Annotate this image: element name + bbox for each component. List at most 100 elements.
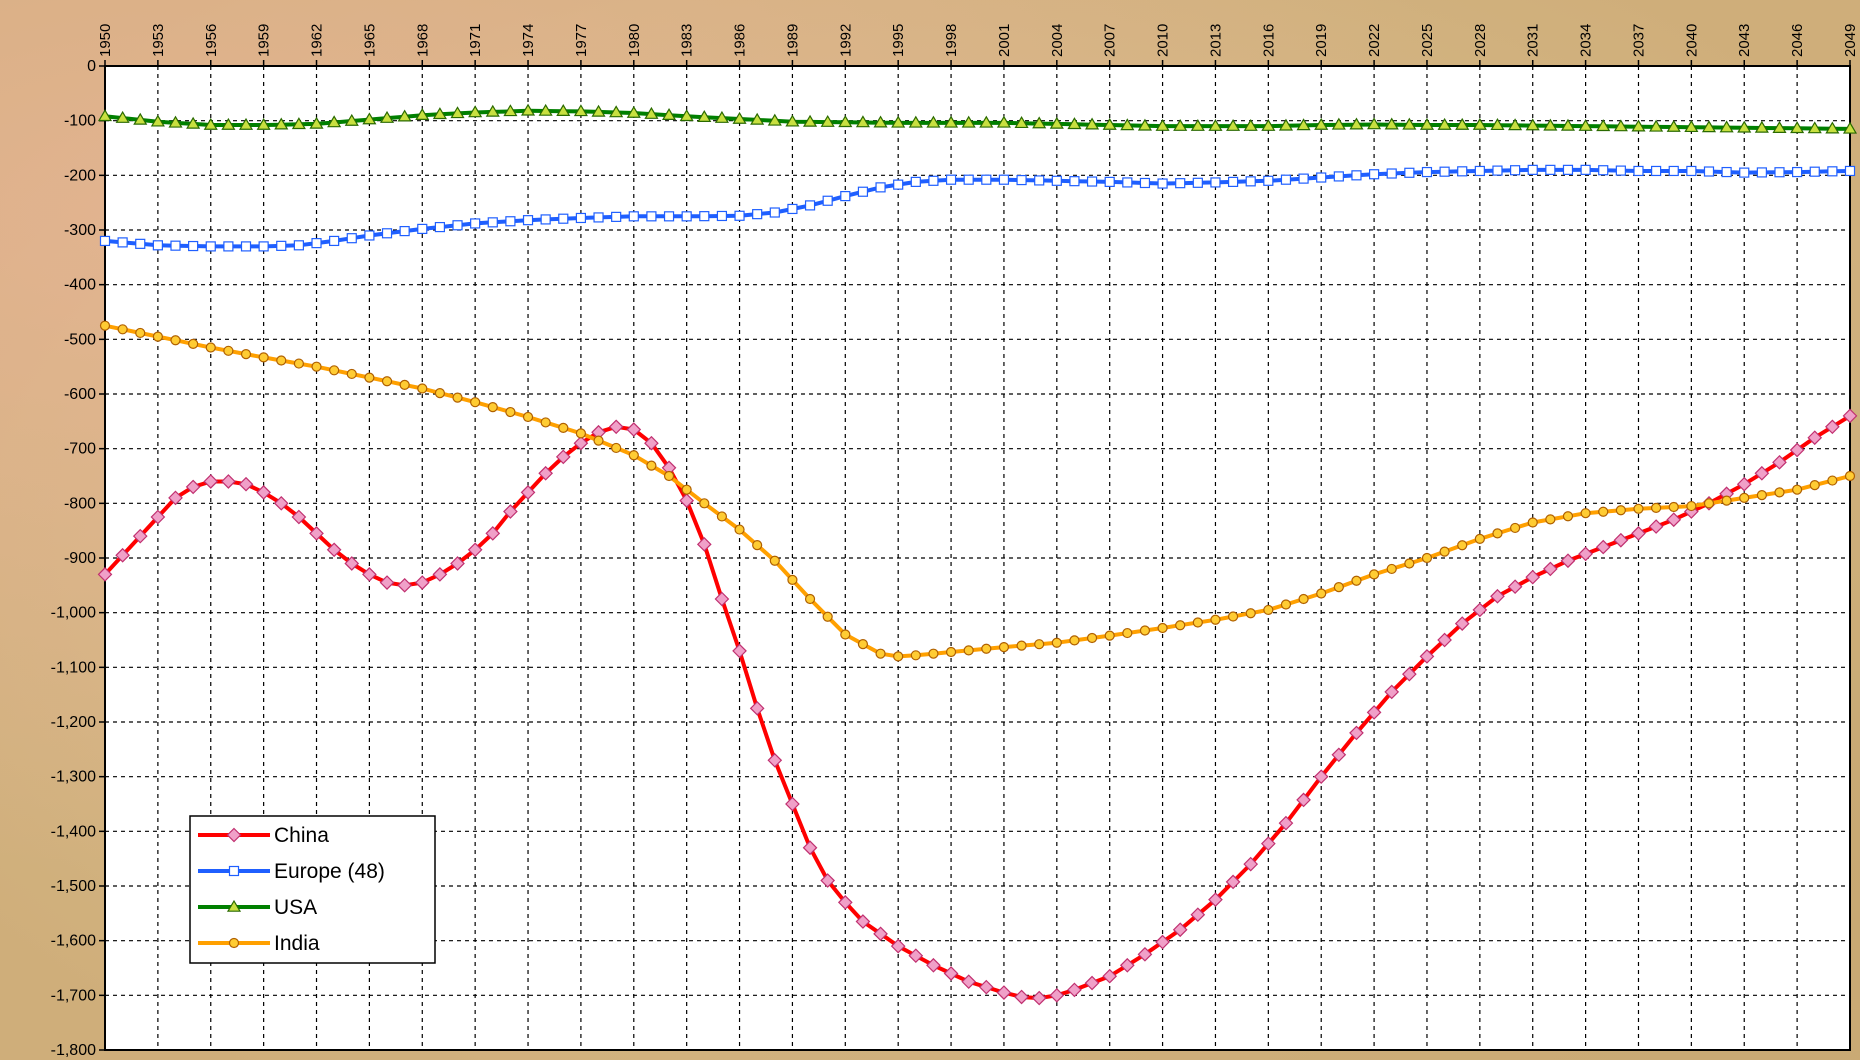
- x-tick-label: 2022: [1366, 24, 1383, 57]
- data-point-india: [223, 345, 234, 356]
- data-point-india: [1651, 502, 1662, 513]
- x-tick-label: 1992: [837, 24, 854, 57]
- data-point-india: [346, 368, 357, 380]
- data-point-china: [1102, 968, 1118, 984]
- data-point-europe-48: [910, 176, 921, 187]
- data-point-india: [840, 629, 851, 640]
- y-tick-label: -900: [64, 550, 96, 567]
- data-point-europe-48: [1227, 176, 1239, 187]
- data-point-india: [646, 460, 657, 471]
- y-tick-label: -1,300: [51, 769, 96, 786]
- data-point-china: [467, 542, 483, 558]
- data-point-usa: [591, 104, 606, 117]
- data-point-usa: [344, 113, 359, 126]
- data-point-india: [1527, 517, 1538, 528]
- data-point-europe-48: [1034, 175, 1045, 186]
- data-point-china: [238, 476, 254, 492]
- data-point-china: [1754, 465, 1770, 481]
- data-point-usa: [1790, 121, 1805, 134]
- data-point-india: [1844, 470, 1856, 482]
- data-point-india: [1721, 495, 1732, 506]
- data-point-europe-48: [1474, 165, 1485, 177]
- data-point-europe-48: [1615, 165, 1626, 176]
- data-point-europe-48: [205, 241, 216, 252]
- data-point-china: [1278, 815, 1294, 831]
- data-point-china: [1119, 957, 1135, 973]
- data-point-usa: [203, 117, 218, 130]
- data-point-india: [276, 355, 287, 366]
- data-point-europe-48: [293, 240, 304, 251]
- data-point-europe-48: [1527, 164, 1538, 175]
- data-point-china: [1349, 725, 1364, 741]
- data-point-europe-48: [1016, 174, 1027, 186]
- x-tick-label: 1962: [309, 24, 326, 57]
- data-point-china: [97, 567, 113, 582]
- data-point-usa: [1719, 120, 1734, 133]
- x-tick-label: 2037: [1630, 24, 1647, 57]
- data-point-europe-48: [417, 223, 428, 235]
- x-tick-label: 1968: [414, 24, 431, 57]
- data-point-china: [1507, 579, 1523, 595]
- data-point-usa: [1226, 118, 1241, 131]
- x-tick-label: 1974: [520, 24, 537, 57]
- data-point-europe-48: [276, 240, 287, 251]
- data-point-usa: [1543, 118, 1558, 131]
- data-point-china: [1842, 408, 1858, 424]
- data-point-india: [716, 511, 728, 522]
- data-point-china: [1772, 454, 1787, 470]
- data-point-usa: [1314, 117, 1329, 130]
- y-tick-label: -100: [64, 113, 96, 130]
- data-point-india: [487, 402, 498, 413]
- legend-label: USA: [274, 896, 317, 919]
- data-point-china: [1648, 519, 1664, 534]
- data-point-india: [364, 372, 375, 383]
- data-point-india: [787, 574, 798, 585]
- data-point-china: [644, 435, 659, 451]
- data-point-china: [1014, 989, 1029, 1005]
- data-point-europe-48: [311, 238, 322, 249]
- legend-item-china: China: [198, 824, 329, 847]
- y-tick-label: -300: [64, 222, 96, 239]
- data-point-europe-48: [611, 211, 622, 222]
- data-point-europe-48: [1439, 166, 1450, 177]
- data-point-india: [1139, 625, 1151, 636]
- data-point-europe-48: [681, 211, 692, 222]
- data-point-china: [696, 536, 712, 552]
- data-point-usa: [503, 104, 518, 117]
- data-point-china: [1595, 539, 1611, 555]
- data-point-china: [890, 938, 906, 954]
- data-point-india: [152, 331, 163, 342]
- data-point-china: [785, 796, 800, 812]
- data-point-china: [1067, 982, 1082, 998]
- data-point-china: [1789, 442, 1805, 458]
- data-point-europe-48: [1280, 174, 1292, 185]
- data-point-china: [1825, 419, 1840, 435]
- data-point-usa: [1331, 117, 1346, 130]
- data-point-china: [1208, 892, 1223, 908]
- data-point-europe-48: [1492, 165, 1503, 176]
- data-point-usa: [714, 110, 729, 123]
- data-point-europe-48: [1069, 176, 1080, 187]
- legend-label: China: [274, 824, 329, 847]
- data-point-europe-48: [1756, 167, 1767, 178]
- data-point-europe-48: [628, 211, 639, 222]
- x-tick-label: 1995: [890, 24, 907, 57]
- series-line-europe-48: [104, 167, 1851, 249]
- data-point-china: [1525, 569, 1541, 585]
- data-point-europe-48: [1562, 164, 1574, 175]
- data-point-india: [470, 397, 481, 408]
- data-point-india: [188, 338, 199, 349]
- data-point-europe-48: [1192, 177, 1203, 188]
- data-point-india: [663, 470, 675, 482]
- data-point-europe-48: [258, 241, 269, 252]
- data-point-europe-48: [1245, 176, 1256, 187]
- data-point-india: [1280, 599, 1292, 610]
- x-tick-label: 2049: [1842, 24, 1859, 57]
- data-point-india: [1545, 514, 1556, 525]
- data-point-china: [1454, 616, 1470, 631]
- data-point-usa: [1384, 117, 1399, 130]
- data-point-europe-48: [593, 212, 604, 223]
- data-point-china: [820, 873, 836, 888]
- legend-swatch-marker: [228, 937, 240, 949]
